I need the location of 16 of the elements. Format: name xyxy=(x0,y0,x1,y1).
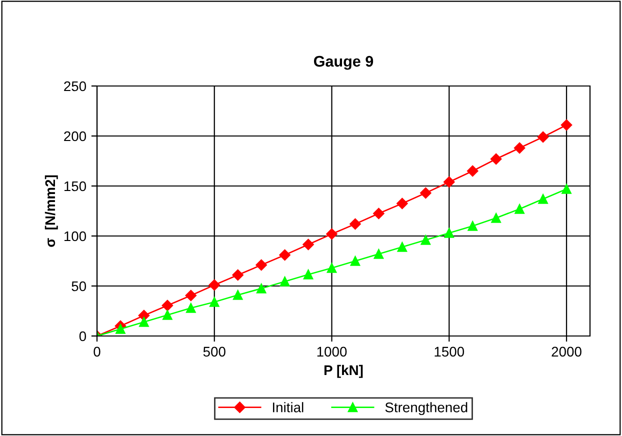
chart-title: Gauge 9 xyxy=(314,56,374,70)
y-tick-label: 250 xyxy=(64,81,86,92)
x-tick-label: 1000 xyxy=(317,346,347,357)
x-tick-label: 0 xyxy=(94,346,100,357)
x-tick-label: 1500 xyxy=(434,346,464,357)
y-tick-label: 0 xyxy=(79,331,86,342)
y-tick-label: 200 xyxy=(64,131,86,142)
x-tick-label: 500 xyxy=(203,346,226,357)
x-axis-title: P [kN] xyxy=(324,364,363,378)
y-axis-title: σ [N/mm2] xyxy=(44,175,58,247)
x-tick-label: 2000 xyxy=(552,346,582,357)
legend-label: Strengthened xyxy=(385,402,468,416)
legend-label: Initial xyxy=(272,402,304,412)
y-tick-label: 150 xyxy=(64,181,86,192)
y-tick-label: 50 xyxy=(72,281,86,292)
y-tick-label: 100 xyxy=(64,231,86,242)
